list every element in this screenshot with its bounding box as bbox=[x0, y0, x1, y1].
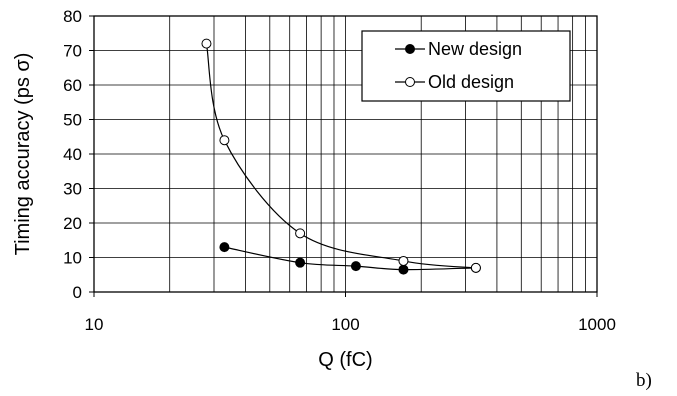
legend: New design Old design bbox=[361, 30, 571, 102]
y-tick-label: 10 bbox=[63, 249, 82, 268]
x-tick-label: 10 bbox=[85, 315, 104, 334]
y-tick-label: 70 bbox=[63, 42, 82, 61]
x-axis-title: Q (fC) bbox=[318, 349, 372, 371]
axis-ticks bbox=[89, 15, 598, 297]
panel-label: b) bbox=[636, 370, 652, 391]
series-new-design bbox=[219, 242, 481, 275]
legend-label: Old design bbox=[428, 72, 514, 92]
data-point bbox=[295, 228, 306, 239]
legend-label: New design bbox=[428, 39, 522, 59]
y-tick-label: 80 bbox=[63, 7, 82, 26]
x-tick-label: 1000 bbox=[578, 315, 616, 334]
x-tick-label: 100 bbox=[331, 315, 359, 334]
legend-marker bbox=[405, 77, 415, 87]
y-tick-label: 40 bbox=[63, 145, 82, 164]
y-tick-label: 20 bbox=[63, 214, 82, 233]
y-tick-label: 30 bbox=[63, 180, 82, 199]
data-point bbox=[295, 257, 306, 268]
data-point bbox=[219, 135, 230, 146]
legend-box bbox=[361, 30, 571, 102]
y-tick-label: 50 bbox=[63, 111, 82, 130]
data-point bbox=[219, 242, 230, 253]
data-point bbox=[398, 264, 409, 275]
series-line bbox=[224, 246, 476, 271]
data-point bbox=[470, 262, 481, 273]
series-layer bbox=[201, 38, 481, 275]
legend-marker bbox=[405, 44, 415, 54]
y-axis-title: Timing accuracy (ps σ) bbox=[12, 53, 34, 256]
y-tick-label: 60 bbox=[63, 76, 82, 95]
data-point bbox=[398, 255, 409, 266]
data-point bbox=[350, 261, 361, 272]
grid-lines bbox=[93, 15, 597, 293]
data-point bbox=[201, 38, 212, 49]
y-tick-label: 0 bbox=[73, 283, 82, 302]
series-old-design bbox=[201, 38, 481, 273]
